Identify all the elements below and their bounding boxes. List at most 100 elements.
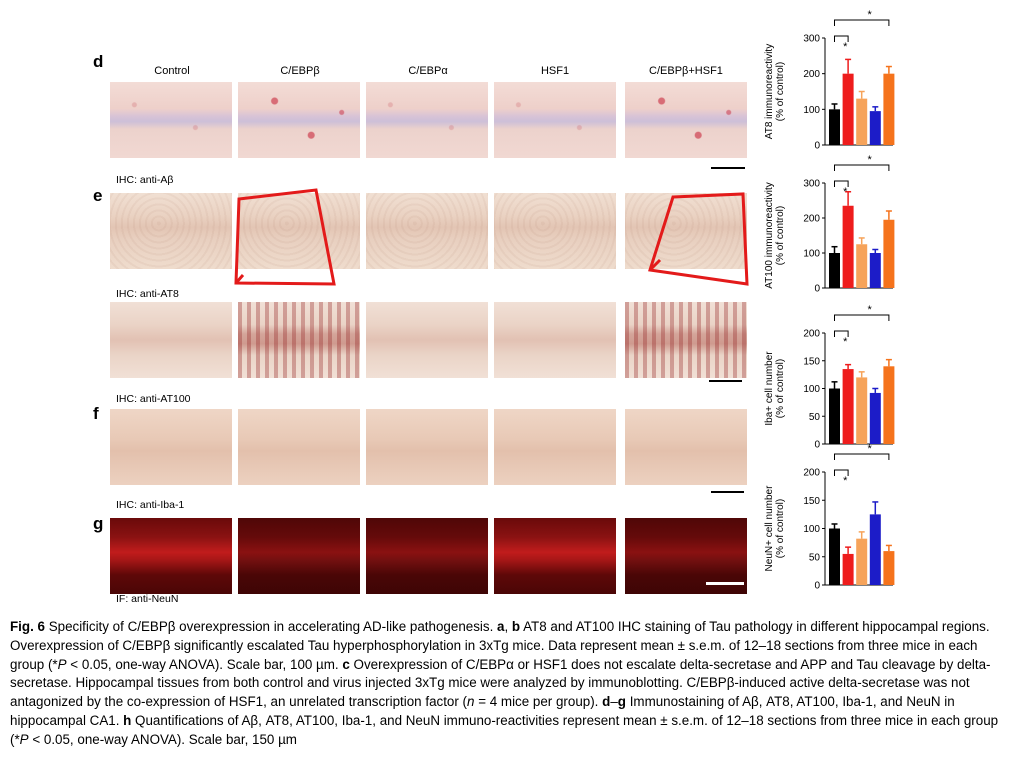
chart-2-bar-1 — [842, 369, 854, 444]
annotation-outline-cebpb-hsf1 — [648, 192, 749, 286]
chart-1-bar-4 — [883, 219, 895, 288]
chart-1-sig-bracket-0 — [834, 180, 849, 187]
column-header-control: Control — [154, 65, 190, 77]
micrograph-d-hsf1 — [494, 82, 616, 158]
caption-text-h: Quantifications of Aβ, AT8, AT100, Iba-1… — [10, 712, 999, 747]
chart-3-sig-star-0: * — [843, 475, 848, 487]
micrograph-e-cebpa — [366, 193, 488, 269]
micrograph-g-cebpa — [366, 518, 488, 594]
chart-2-ylabel-line-1: (% of control) — [775, 359, 786, 418]
micrograph-f-cebpa — [366, 409, 488, 485]
micrograph-e-hsf1 — [494, 193, 616, 269]
micrograph-e2-cebpb-hsf1 — [625, 302, 747, 378]
micrograph-g-cebpb-hsf1 — [625, 518, 747, 594]
chart-1-bar-1 — [842, 205, 854, 288]
chart-2-bar-4 — [883, 366, 895, 444]
chart-0-bar-2 — [856, 98, 868, 145]
chart-0-bar-4 — [883, 73, 895, 145]
chart-0-ylabel-line-0: AT8 immunoreactivity — [764, 44, 775, 139]
micrograph-d-cebpa — [366, 82, 488, 158]
stain-label-e2: IHC: anti-AT100 — [116, 393, 191, 405]
panel-letter-e: e — [93, 186, 103, 205]
caption-text-h2: < 0.05, one-way ANOVA). Scale bar, 150 µ… — [28, 731, 297, 747]
chart-3-ylabel-line-1: (% of control) — [775, 499, 786, 558]
caption-title: Specificity of C/EBPβ overexpression in … — [44, 619, 498, 634]
chart-2-bar-0 — [829, 388, 840, 444]
stain-label-e: IHC: anti-AT8 — [116, 288, 179, 300]
chart-1-ylabel-line-0: AT100 immunoreactivity — [764, 182, 775, 289]
caption-label-h: h — [123, 712, 132, 728]
chart-3-sig-bracket-0 — [834, 469, 849, 476]
chart-1-sig-star-1: * — [868, 154, 873, 166]
stain-label-g: IF: anti-NeuN — [116, 593, 179, 605]
micrograph-f-control — [110, 409, 232, 485]
caption-text-ab2: < 0.05, one-way ANOVA). Scale bar, 100 µ… — [66, 656, 343, 672]
annotation-tick-cebpb — [234, 274, 245, 284]
chart-2-sig-bracket-0 — [834, 330, 849, 337]
micrograph-f-cebpb — [238, 409, 360, 485]
chart-1-sig-star-0: * — [843, 186, 848, 198]
chart-2-sig-star-0: * — [843, 336, 848, 348]
annotation-outline-cebpb — [234, 188, 336, 286]
panel-letter-f: f — [93, 404, 99, 423]
chart-0-sig-bracket-0 — [834, 35, 849, 42]
chart-0-bar-1 — [842, 73, 854, 145]
caption-text-dg: Immunostaining of Aβ, AT8, AT100, Iba-1,… — [10, 694, 955, 728]
chart-2-tick-label-1: 50 — [809, 412, 821, 423]
micrograph-e-cebpb — [238, 193, 360, 269]
micrograph-f-hsf1 — [494, 409, 616, 485]
caption-p-symbol: P — [57, 656, 67, 672]
caption-fig-label: Fig. 6 — [10, 619, 45, 634]
scale-bar-d — [711, 167, 745, 169]
scale-bar-e2 — [709, 380, 742, 382]
chart-2-ylabel-line-0: Iba+ cell number — [764, 351, 775, 426]
chart-2-sig-star-1: * — [868, 304, 873, 316]
chart-2-tick-label-3: 150 — [803, 356, 820, 367]
micrograph-e2-hsf1 — [494, 302, 616, 378]
chart-3-sig-star-1: * — [868, 443, 873, 455]
chart-3-bar-1 — [842, 553, 854, 585]
caption-n-symbol: n — [467, 694, 475, 710]
micrograph-d-cebpb — [238, 82, 360, 158]
chart-0-sig-star-0: * — [843, 41, 848, 53]
chart-1-sig-bracket-1 — [834, 164, 890, 171]
bar-charts: 0 100 200 300 AT8 immunoreactivity (% of cont… — [764, 9, 895, 592]
chart-3-tick-label-4: 200 — [803, 468, 820, 479]
chart-0-bar-3 — [869, 111, 881, 145]
stain-label-f: IHC: anti-Iba-1 — [116, 499, 185, 511]
caption-label-c: c — [342, 656, 350, 672]
chart-2-tick-label-4: 200 — [803, 329, 820, 340]
chart-3-tick-label-0: 0 — [814, 581, 820, 592]
chart-1-tick-label-0: 0 — [814, 284, 820, 295]
chart-3-bar-2 — [856, 538, 868, 585]
column-header-hsf1: HSF1 — [540, 65, 570, 77]
chart-1-bar-2 — [856, 244, 868, 288]
caption-p-symbol-2: P — [19, 731, 29, 747]
micrograph-g-cebpb — [238, 518, 360, 594]
panel-letter-g: g — [93, 514, 104, 533]
micrograph-d-cebpb-hsf1 — [625, 82, 747, 158]
micrograph-g-control — [110, 518, 232, 594]
micrograph-d-control — [110, 82, 232, 158]
chart-3-ylabel-line-0: NeuN+ cell number — [764, 485, 775, 572]
micrograph-e-cebpb-hsf1 — [625, 193, 747, 269]
chart-0-sig-star-1: * — [868, 9, 873, 21]
caption-text-c2: = 4 mice per group). — [474, 694, 603, 710]
column-header-cebpa: C/EBPα — [408, 65, 448, 77]
chart-1-bar-0 — [829, 253, 840, 288]
annotation-tick-cebpb-hsf1 — [648, 258, 662, 272]
chart-0-tick-label-0: 0 — [814, 141, 820, 152]
chart-1-tick-label-3: 300 — [803, 179, 820, 190]
stain-label-d: IHC: anti-Aβ — [116, 174, 174, 186]
micrograph-g-hsf1 — [494, 518, 616, 594]
chart-1-ylabel-line-1: (% of control) — [775, 206, 786, 265]
caption-text-c: Overexpression of C/EBPα or HSF1 does no… — [10, 656, 991, 710]
chart-3-sig-bracket-1 — [834, 453, 890, 460]
chart-3-tick-label-2: 100 — [803, 524, 820, 535]
chart-0-tick-label-1: 100 — [803, 105, 820, 116]
chart-3-tick-label-1: 50 — [809, 552, 821, 563]
chart-2-sig-bracket-1 — [834, 314, 890, 321]
micrograph-e2-cebpb — [238, 302, 360, 378]
micrograph-e2-control — [110, 302, 232, 378]
